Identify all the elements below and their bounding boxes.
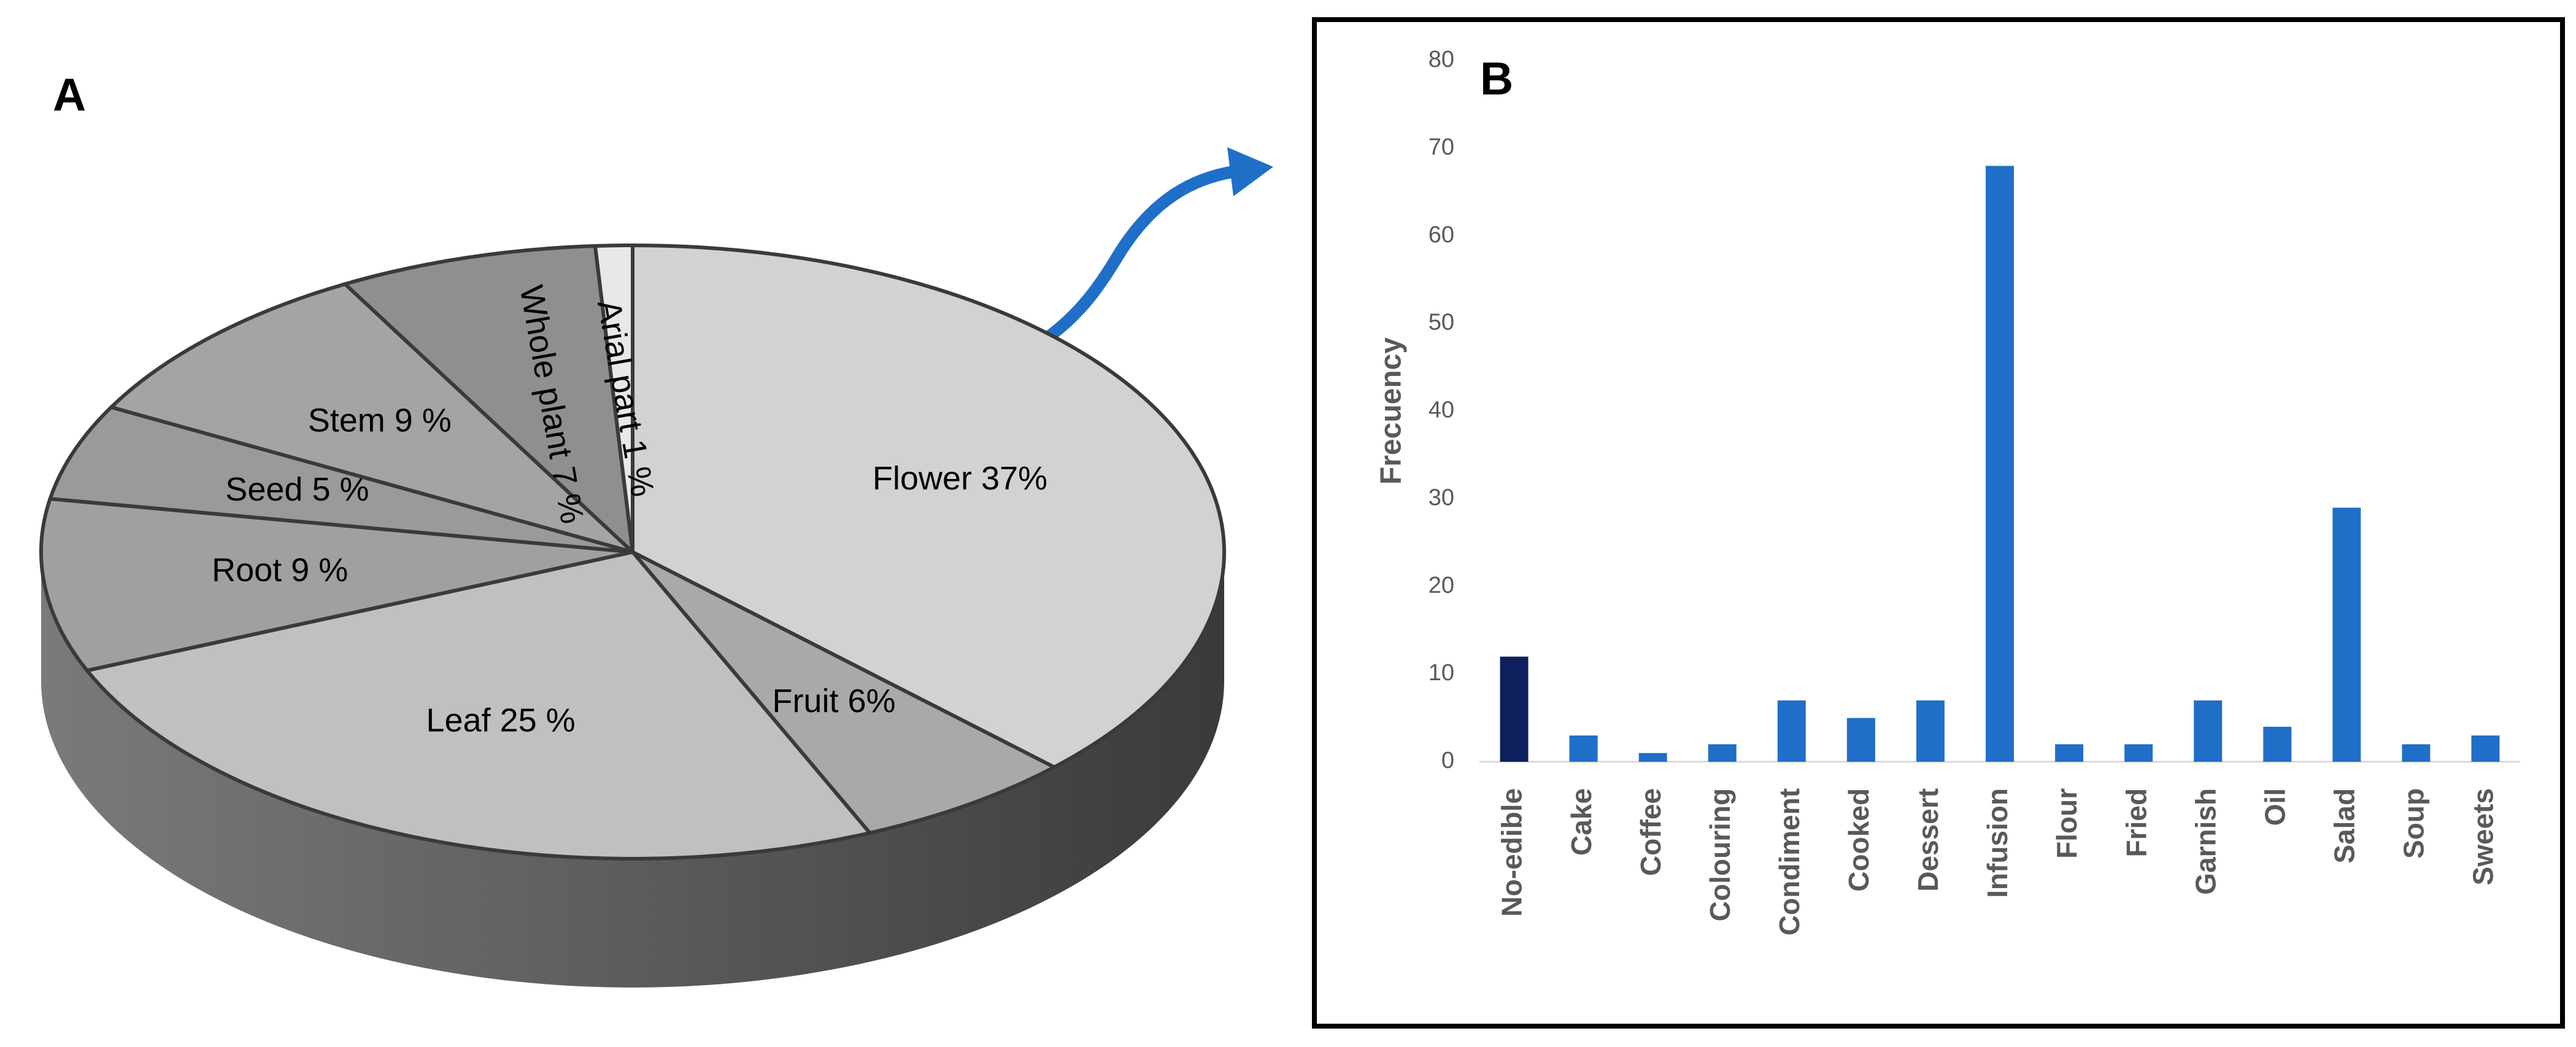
pie-slice <box>47 405 633 554</box>
arrow-head <box>1227 147 1273 196</box>
bar <box>2194 700 2223 762</box>
slice-value: 9 % <box>291 552 348 589</box>
y-tick-label: 70 <box>1429 134 1454 160</box>
bar <box>1986 166 2014 762</box>
slice-value: 25 % <box>500 702 576 739</box>
slice-label: Leaf 25 % <box>426 702 575 739</box>
slice-label: Flower 37% <box>873 460 1047 497</box>
x-tick-label: Condiment <box>1773 788 1805 935</box>
pie-side <box>41 552 1224 988</box>
y-tick-label: 30 <box>1429 485 1454 510</box>
x-tick-label: Coffee <box>1635 788 1667 876</box>
pie-slice <box>341 244 635 557</box>
y-tick-label: 0 <box>1441 748 1454 773</box>
bar <box>1569 735 1598 762</box>
slice-label: Stem 9 % <box>308 402 452 439</box>
slice-label: Fruit 6% <box>772 683 895 719</box>
x-tick-label: Dessert <box>1912 788 1944 892</box>
pie-slice <box>631 243 1227 770</box>
pie-chart: A Flower 37% Fruit 6% Leaf 25 % Root 9 % Seed… <box>39 69 1227 988</box>
x-tick-label: Sweets <box>2467 788 2499 886</box>
bar <box>1777 700 1806 762</box>
y-axis-title: Frecuency <box>1375 337 1408 485</box>
panel-label: B <box>1480 53 1513 104</box>
slice-name: Leaf <box>426 702 491 739</box>
x-tick-label: Flour <box>2051 788 2083 859</box>
pie-slice <box>631 550 1059 835</box>
bar-chart: B Frecuency 0 10 20 30 40 50 60 70 80 No-edible Cake… <box>1375 47 2520 935</box>
bar <box>2263 726 2292 762</box>
y-tick-label: 20 <box>1429 572 1454 598</box>
slice-name: Stem <box>308 402 385 439</box>
x-tick-label: Oil <box>2259 788 2291 826</box>
x-tick-label: Soup <box>2398 788 2430 859</box>
y-tick-label: 10 <box>1429 660 1454 686</box>
bar <box>1638 753 1667 762</box>
slice-label: Root 9 % <box>212 552 348 589</box>
x-tick-label: Infusion <box>1981 788 2013 898</box>
slice-value: 6% <box>847 683 895 719</box>
x-tick-label: No-edible <box>1496 788 1528 917</box>
bar <box>2402 744 2431 762</box>
bar <box>2471 735 2500 762</box>
x-tick-label: Cooked <box>1843 788 1875 892</box>
slice-name: Fruit <box>772 683 838 719</box>
y-tick-label: 60 <box>1429 222 1454 248</box>
x-tick-label: Garnish <box>2189 788 2221 895</box>
bar <box>1500 656 1529 762</box>
bar <box>1916 700 1945 762</box>
slice-name: Flower <box>873 460 972 497</box>
pie-slice <box>39 496 633 673</box>
bar <box>1846 718 1875 762</box>
y-tick-label: 80 <box>1429 47 1454 72</box>
pie-slice <box>593 243 634 553</box>
panel-label: A <box>53 69 86 120</box>
bar <box>1708 744 1737 762</box>
y-tick-label: 50 <box>1429 310 1454 336</box>
x-tick-label: Fried <box>2120 788 2152 857</box>
bar <box>2055 744 2084 762</box>
slice-label: Seed 5 % <box>225 471 369 508</box>
y-tick-label: 40 <box>1429 397 1454 423</box>
pie-slice <box>107 282 634 554</box>
slice-name: Root <box>212 552 282 589</box>
slice-value: 9 % <box>395 402 452 439</box>
x-tick-label: Cake <box>1565 788 1597 856</box>
x-tick-label: Salad <box>2328 788 2360 864</box>
slice-value: 37% <box>981 460 1047 497</box>
bar <box>2124 744 2153 762</box>
x-tick-label: Colouring <box>1704 788 1736 921</box>
slice-name: Seed <box>225 471 303 508</box>
bar <box>2332 507 2361 762</box>
